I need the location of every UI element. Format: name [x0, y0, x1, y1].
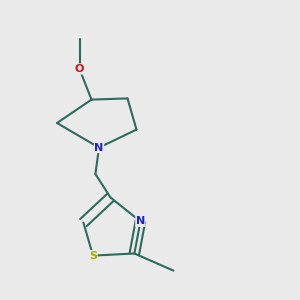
Text: S: S: [89, 250, 97, 261]
Text: N: N: [136, 216, 145, 226]
Text: O: O: [75, 64, 84, 74]
Text: N: N: [94, 142, 103, 153]
